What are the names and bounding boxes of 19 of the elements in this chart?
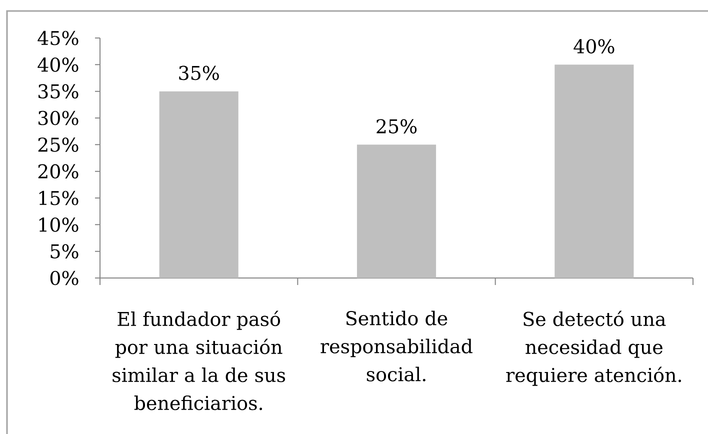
data-label: 40% <box>574 39 614 54</box>
y-tick-label: 45% <box>38 30 78 46</box>
bar <box>159 91 238 278</box>
x-tick-label: El fundador pasó por una situación similar a la de sus beneficiarios. <box>112 310 286 410</box>
y-tick-label: 15% <box>39 190 78 206</box>
y-tick-label: 0% <box>50 270 78 286</box>
x-tick-label: Se detectó una necesidad que requiere atención. <box>506 310 682 386</box>
y-tick-label: 30% <box>38 110 78 126</box>
bar <box>356 144 436 278</box>
y-tick-label: 25% <box>38 137 78 152</box>
data-label: 25% <box>376 119 417 134</box>
y-tick-label: 40% <box>38 57 78 72</box>
x-tick-label: Sentido de responsabilidad social. <box>320 310 472 382</box>
y-tick-label: 5% <box>50 244 78 259</box>
bar <box>554 64 634 278</box>
y-tick-label: 35% <box>38 84 78 99</box>
y-tick-label: 20% <box>38 164 78 179</box>
data-label: 35% <box>179 66 219 80</box>
y-tick-label: 10% <box>39 217 78 232</box>
